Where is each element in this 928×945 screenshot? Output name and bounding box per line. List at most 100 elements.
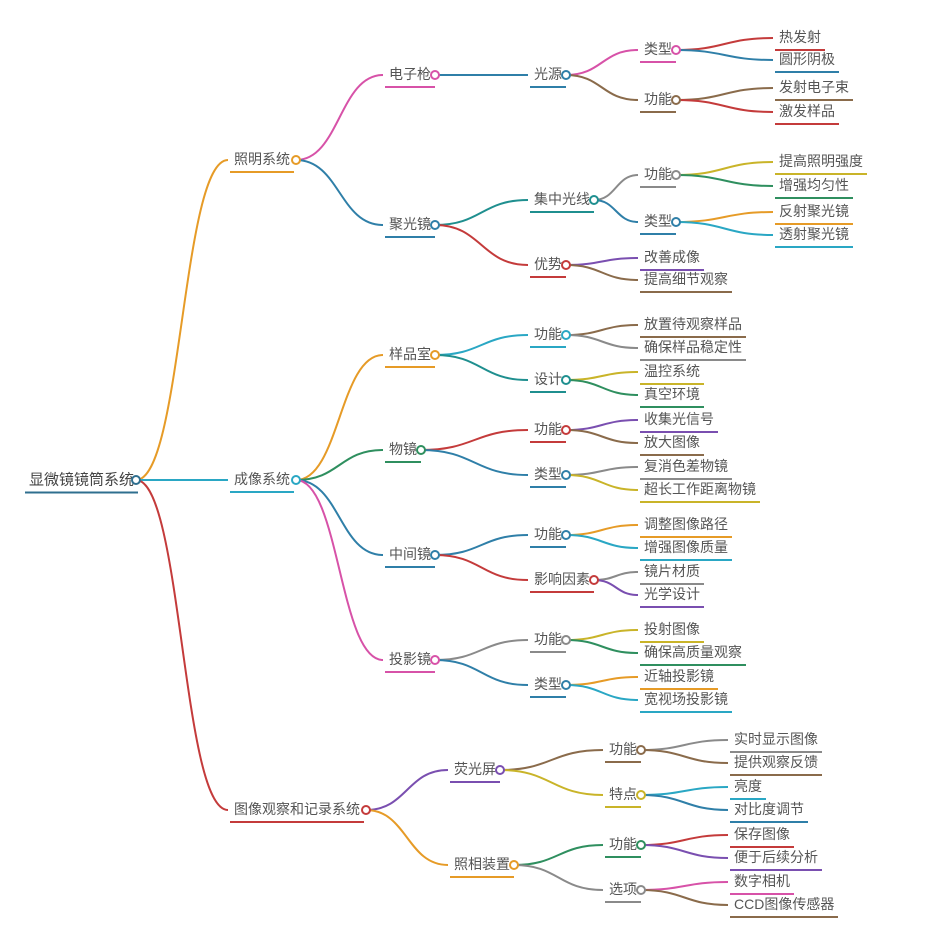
edge xyxy=(566,380,638,395)
node-circle xyxy=(589,575,599,585)
node-circle xyxy=(671,170,681,180)
node-circle xyxy=(495,765,505,775)
edge xyxy=(676,222,773,235)
edge xyxy=(566,50,638,75)
node-n1: 照明系统 xyxy=(230,147,294,173)
edge xyxy=(676,175,773,186)
edge xyxy=(500,770,603,795)
edge xyxy=(676,50,773,60)
node-circle xyxy=(291,475,301,485)
edge xyxy=(566,420,638,430)
edge xyxy=(435,335,528,355)
node-circle xyxy=(430,220,440,230)
node-l3: 发射电子束 xyxy=(775,75,853,101)
node-l30: 对比度调节 xyxy=(730,797,808,823)
edge xyxy=(641,795,728,810)
node-l16: 放大图像 xyxy=(640,430,704,456)
node-circle xyxy=(561,635,571,645)
edge xyxy=(641,835,728,845)
edge xyxy=(435,200,528,225)
node-circle xyxy=(361,805,371,815)
node-circle xyxy=(509,860,519,870)
node-circle xyxy=(561,330,571,340)
edge xyxy=(296,480,383,660)
edge xyxy=(594,572,638,580)
edge xyxy=(435,225,528,265)
edge xyxy=(566,535,638,548)
edge xyxy=(435,660,528,685)
node-circle xyxy=(430,70,440,80)
node-circle xyxy=(561,375,571,385)
node-circle xyxy=(589,195,599,205)
edge xyxy=(594,580,638,595)
edge xyxy=(566,685,638,700)
node-l12: 确保样品稳定性 xyxy=(640,335,746,361)
node-l4: 激发样品 xyxy=(775,99,839,125)
edge xyxy=(566,640,638,653)
node-circle xyxy=(636,840,646,850)
edge xyxy=(566,258,638,265)
edge xyxy=(566,372,638,380)
edge xyxy=(435,555,528,580)
node-circle xyxy=(430,350,440,360)
edge xyxy=(566,265,638,280)
node-l14: 真空环境 xyxy=(640,382,704,408)
edge xyxy=(435,535,528,555)
edge xyxy=(641,845,728,858)
edge xyxy=(676,212,773,222)
edge xyxy=(566,525,638,535)
edge xyxy=(366,770,448,810)
edge xyxy=(594,175,638,200)
edge xyxy=(421,430,528,450)
edge xyxy=(566,475,638,490)
edge xyxy=(500,750,603,770)
edge xyxy=(136,480,228,810)
node-n232: 影响因素 xyxy=(530,567,594,593)
node-circle xyxy=(636,745,646,755)
node-circle xyxy=(671,217,681,227)
edge xyxy=(435,640,528,660)
node-n32: 照相装置 xyxy=(450,852,514,878)
node-l10: 提高细节观察 xyxy=(640,267,732,293)
node-n3: 图像观察和记录系统 xyxy=(230,797,364,823)
node-l28: 提供观察反馈 xyxy=(730,750,822,776)
node-n12: 聚光镜 xyxy=(385,212,435,238)
edge xyxy=(676,100,773,112)
node-circle xyxy=(430,655,440,665)
node-n11: 电子枪 xyxy=(385,62,435,88)
node-l5: 提高照明强度 xyxy=(775,149,867,175)
node-l24: 确保高质量观察 xyxy=(640,640,746,666)
edge xyxy=(566,677,638,685)
node-root: 显微镜镜筒系统 xyxy=(25,467,138,494)
edge xyxy=(641,890,728,905)
edge xyxy=(514,845,603,865)
edge xyxy=(366,810,448,865)
node-circle xyxy=(561,260,571,270)
node-n121: 集中光线 xyxy=(530,187,594,213)
edge xyxy=(641,882,728,890)
edge xyxy=(566,630,638,640)
node-n24: 投影镜 xyxy=(385,647,435,673)
edge xyxy=(641,740,728,750)
node-n31: 荧光屏 xyxy=(450,757,500,783)
edge xyxy=(421,450,528,475)
node-circle xyxy=(561,70,571,80)
node-n23: 中间镜 xyxy=(385,542,435,568)
node-l8: 透射聚光镜 xyxy=(775,222,853,248)
node-circle xyxy=(636,885,646,895)
node-l34: CCD图像传感器 xyxy=(730,892,838,918)
node-circle xyxy=(416,445,426,455)
node-circle xyxy=(671,45,681,55)
node-n2: 成像系统 xyxy=(230,467,294,493)
node-circle xyxy=(291,155,301,165)
node-n21: 样品室 xyxy=(385,342,435,368)
edge xyxy=(566,335,638,348)
edge xyxy=(296,75,383,160)
edge xyxy=(676,38,773,50)
node-circle xyxy=(561,680,571,690)
node-circle xyxy=(131,475,141,485)
edge xyxy=(566,467,638,475)
node-circle xyxy=(561,425,571,435)
node-l2: 圆形阴极 xyxy=(775,47,839,73)
edge xyxy=(136,160,228,480)
